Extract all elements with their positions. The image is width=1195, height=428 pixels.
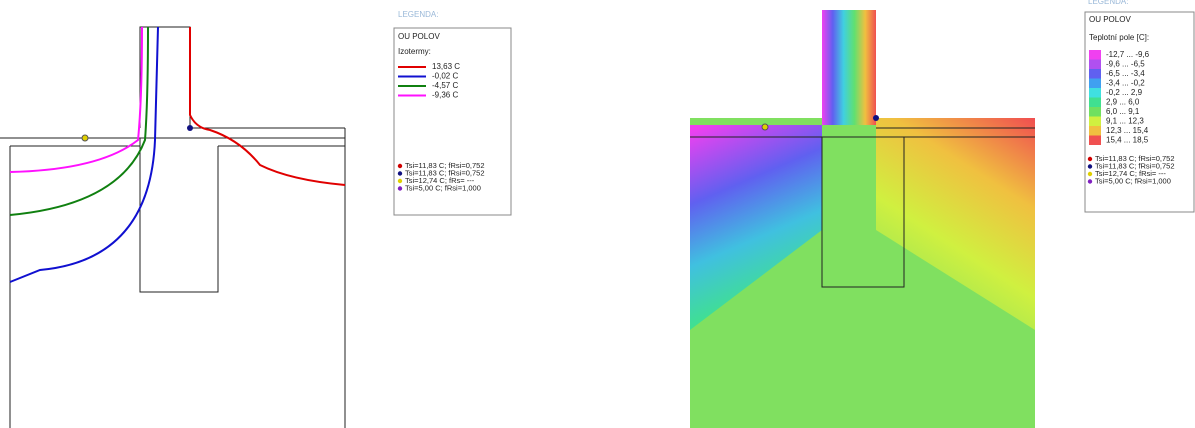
point-label: Tsi=11,83 C; fRsi=0,752 xyxy=(405,168,485,177)
point-label: Tsi=11,83 C; fRsi=0,752 xyxy=(1095,161,1175,170)
isotherm-label: 13,63 C xyxy=(432,62,460,71)
range-label: 2,9 ... 6,0 xyxy=(1106,98,1140,107)
range-swatch xyxy=(1089,69,1101,79)
range-swatch xyxy=(1089,107,1101,117)
range-label: -0,2 ... 2,9 xyxy=(1106,88,1143,97)
point-marker xyxy=(397,186,403,191)
point-marker xyxy=(1087,171,1093,177)
range-swatch xyxy=(1089,135,1101,145)
legend-heading: LEGENDA: xyxy=(1088,0,1128,6)
point-label: Tsi=5,00 C; fRsi=1,000 xyxy=(405,183,481,192)
point-marker xyxy=(397,171,403,176)
range-swatch xyxy=(1089,50,1101,60)
range-swatch xyxy=(1089,116,1101,126)
range-swatch xyxy=(1089,88,1101,98)
range-label: 9,1 ... 12,3 xyxy=(1106,117,1144,126)
range-label: 15,4 ... 18,5 xyxy=(1106,136,1149,145)
range-swatch xyxy=(1089,97,1101,107)
point-label: Tsi=11,83 C; fRsi=0,752 xyxy=(405,161,485,170)
isotherm-label: -0,02 C xyxy=(432,72,458,81)
range-swatch xyxy=(1089,78,1101,88)
isotherm-label: -4,57 C xyxy=(432,81,458,90)
range-label: -6,5 ... -3,4 xyxy=(1106,69,1145,78)
point-label: Tsi=12,74 C; fRsi= --- xyxy=(1095,169,1166,178)
legend-heading: LEGENDA: xyxy=(398,10,438,19)
range-swatch xyxy=(1089,126,1101,136)
left-drawing xyxy=(0,26,346,428)
point-label: Tsi=12,74 C; fRs= --- xyxy=(405,176,475,185)
legend-title: OU POLOV xyxy=(1089,15,1131,24)
point-marker xyxy=(397,163,403,169)
point-label: Tsi=5,00 C; fRsi=1,000 xyxy=(1095,176,1171,185)
point-label: Tsi=11,83 C; fRsi=0,752 xyxy=(1095,154,1175,163)
point-marker xyxy=(1087,164,1093,169)
point-marker xyxy=(1087,156,1093,162)
range-label: -9,6 ... -6,5 xyxy=(1106,60,1145,69)
point-marker xyxy=(397,178,403,184)
right-drawing xyxy=(690,10,1035,428)
legend-box xyxy=(1084,11,1195,213)
legend-subtitle: Izotermy: xyxy=(398,47,431,56)
range-label: 6,0 ... 9,1 xyxy=(1106,107,1140,116)
point-marker xyxy=(1087,179,1093,184)
range-label: 12,3 ... 15,4 xyxy=(1106,126,1149,135)
range-swatch xyxy=(1089,59,1101,69)
legend-box xyxy=(393,27,512,216)
isotherm-label: -9,36 C xyxy=(432,91,458,100)
range-label: -3,4 ... -0,2 xyxy=(1106,79,1145,88)
field-title: Teplotní pole [C]: xyxy=(1089,33,1149,42)
range-label: -12,7 ... -9,6 xyxy=(1106,50,1150,59)
legend-title: OU POLOV xyxy=(398,32,440,41)
